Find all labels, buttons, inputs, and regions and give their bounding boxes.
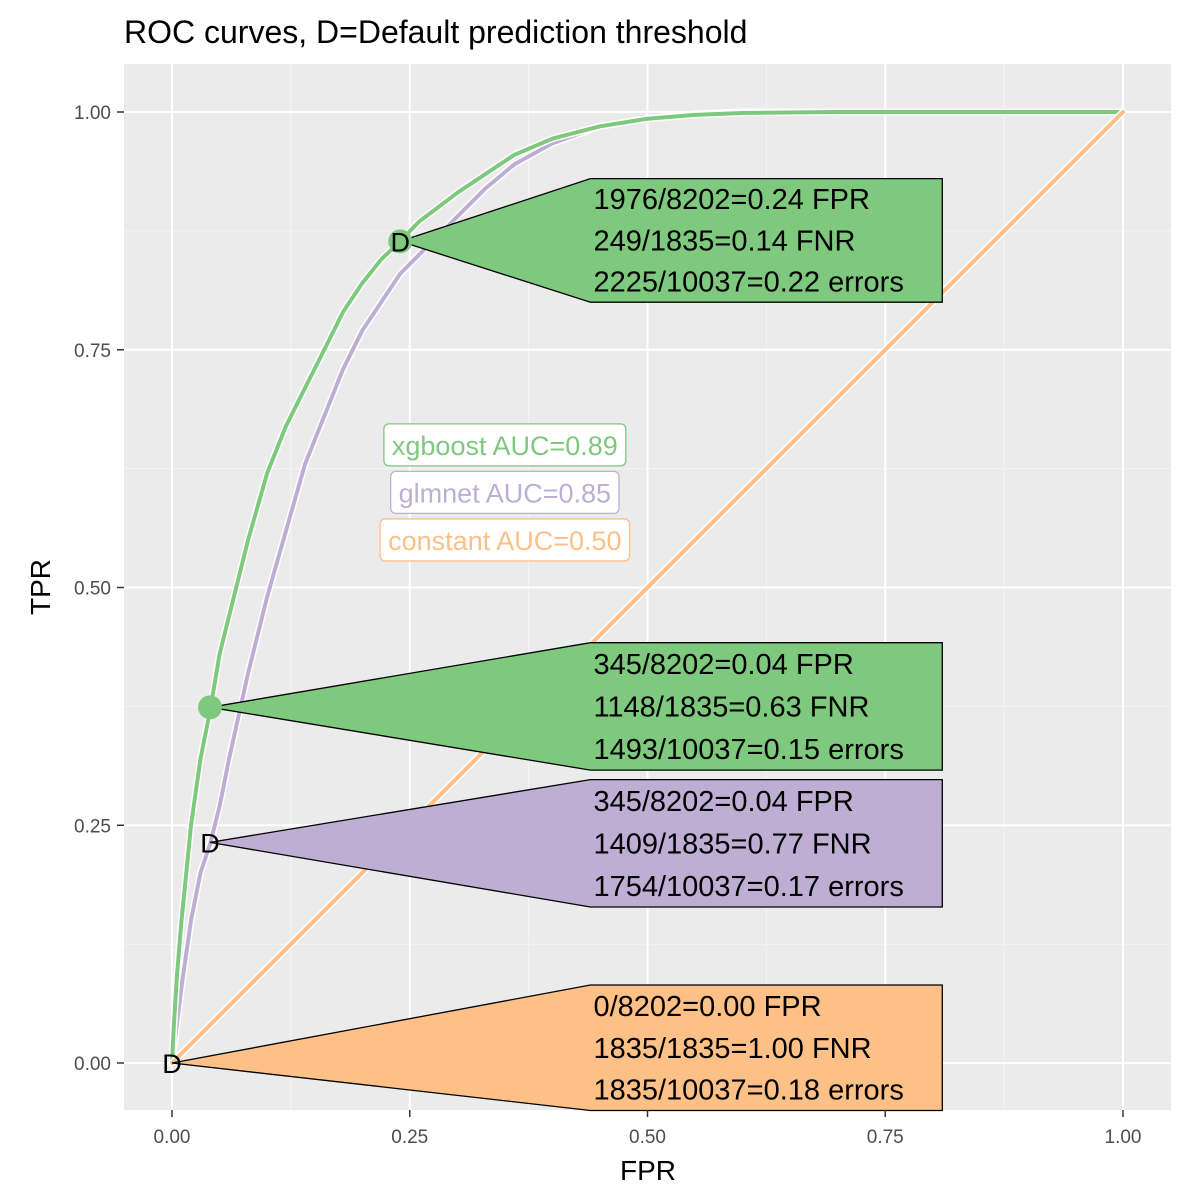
- threshold-callouts: 1976/8202=0.24 FPR 249/1835=0.14 FNR 2225/…: [162, 177, 943, 1112]
- callout-text-line: 1976/8202=0.24 FPR: [593, 184, 870, 216]
- threshold-marker: [388, 229, 413, 254]
- threshold-d-label: D: [390, 227, 410, 257]
- callout-text-line: 345/8202=0.04 FPR: [593, 786, 853, 818]
- callout-shape: [209, 778, 943, 908]
- auc-label-text: glmnet AUC=0.85: [399, 478, 611, 508]
- x-tick-label: 0.75: [867, 1127, 904, 1148]
- callout-text-line: 1148/1835=0.63 FNR: [593, 691, 869, 723]
- constant-curve: [170, 110, 1125, 1065]
- callout-text-line: 1754/10037=0.17 errors: [593, 871, 903, 903]
- callout-text-line: 2225/10037=0.22 errors: [593, 267, 903, 299]
- y-tick-label: 0.25: [74, 816, 111, 837]
- threshold-d-label: D: [200, 828, 220, 858]
- auc-label-box: [383, 423, 627, 467]
- x-axis-title: FPR: [620, 1155, 676, 1186]
- callout-text-line: 1493/10037=0.15 errors: [593, 734, 903, 766]
- callout-text-line: 1409/1835=0.77 FNR: [593, 828, 871, 860]
- auc-label: glmnet AUC=0.85: [390, 470, 620, 515]
- threshold-d-label: D: [162, 1049, 182, 1079]
- axes: 0.00 0.00 0.25 0.25 0.50 0.50 0.75 0.75 1.00 1.00: [74, 103, 1141, 1148]
- auc-label: xgboost AUC=0.89: [383, 423, 627, 467]
- auc-label-text: xgboost AUC=0.89: [392, 431, 618, 461]
- callout-shape: [209, 642, 943, 771]
- x-tick-label: 0.25: [391, 1127, 428, 1148]
- threshold-marker: [198, 695, 223, 720]
- y-axis-title: TPR: [25, 559, 56, 615]
- auc-label: constant AUC=0.50: [379, 518, 631, 562]
- xgboost-curve: [170, 110, 1125, 1065]
- x-tick-label: 0.50: [629, 1127, 666, 1148]
- x-tick-label: 1.00: [1105, 1127, 1142, 1148]
- callout-text-line: 1835/1835=1.00 FNR: [593, 1033, 871, 1065]
- roc-curves: [168, 108, 1127, 1067]
- y-tick-label: 1.00: [74, 103, 111, 124]
- y-tick-label: 0.75: [74, 341, 111, 362]
- callout-text-line: 0/8202=0.00 FPR: [593, 991, 821, 1023]
- auc-legend-labels: xgboost AUC=0.89 glmnet AUC=0.85 constant …: [379, 423, 631, 562]
- callout-shape: [398, 177, 943, 303]
- y-tick-label: 0.50: [74, 579, 111, 600]
- y-tick-label: 0.00: [74, 1054, 111, 1075]
- callout-text-line: 1835/10037=0.18 errors: [593, 1075, 903, 1107]
- auc-label-box: [379, 518, 631, 562]
- auc-label-box: [390, 470, 620, 515]
- callout-text-line: 249/1835=0.14 FNR: [593, 225, 855, 257]
- auc-label-text: constant AUC=0.50: [388, 526, 621, 556]
- chart-title: ROC curves, D=Default prediction thresho…: [124, 14, 747, 50]
- callout-shape: [171, 984, 943, 1112]
- x-tick-label: 0.00: [154, 1127, 191, 1148]
- callout-text-line: 345/8202=0.04 FPR: [593, 649, 853, 681]
